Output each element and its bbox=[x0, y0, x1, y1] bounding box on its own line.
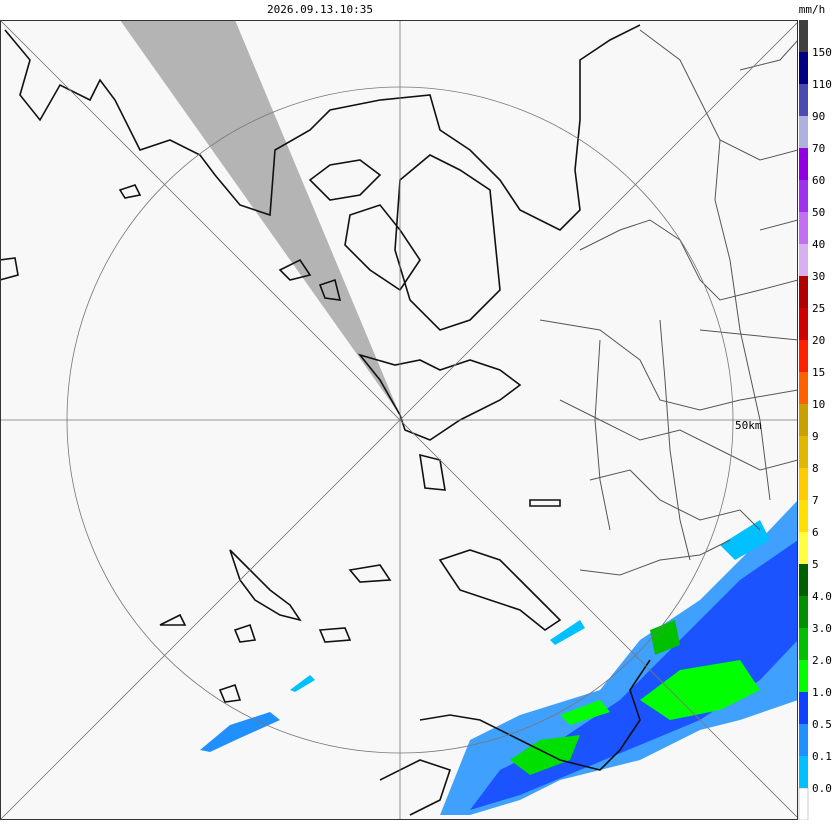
legend-swatch bbox=[799, 596, 808, 628]
precipitation bbox=[200, 501, 797, 815]
legend-swatch bbox=[799, 308, 808, 340]
legend-label: 30 bbox=[812, 270, 825, 283]
legend-label: 70 bbox=[812, 142, 825, 155]
legend-label: 1.0 bbox=[812, 686, 832, 699]
legend-label: 4.0 bbox=[812, 590, 832, 603]
unit-label: mm/h bbox=[799, 3, 826, 16]
legend-swatch bbox=[799, 724, 808, 756]
legend-swatch bbox=[798, 787, 809, 821]
legend-swatch bbox=[799, 628, 808, 660]
legend-label: 2.0 bbox=[812, 654, 832, 667]
color-legend: 150 110 90 70 60 50 40 30 25 20 15 10 9 8 7 6 5 4.0 3.0 2.0… bbox=[798, 20, 832, 821]
legend-label: 0.1 bbox=[812, 750, 832, 763]
legend-label: 8 bbox=[812, 462, 819, 475]
legend-swatch bbox=[799, 180, 808, 212]
map: 50km bbox=[0, 20, 798, 820]
legend-label: 15 bbox=[812, 366, 825, 379]
legend-label: 20 bbox=[812, 334, 825, 347]
legend-label: 0.5 bbox=[812, 718, 832, 731]
legend-swatch bbox=[799, 564, 808, 596]
range-guides bbox=[1, 21, 797, 819]
legend-label: 150 bbox=[812, 46, 832, 59]
legend-swatch bbox=[799, 468, 808, 500]
legend-swatch bbox=[799, 436, 808, 468]
legend-label: 6 bbox=[812, 526, 819, 539]
admin-borders bbox=[539, 29, 797, 576]
legend-label: 40 bbox=[812, 238, 825, 251]
legend-swatch bbox=[799, 532, 808, 564]
legend-swatch bbox=[799, 148, 808, 180]
legend-swatch bbox=[799, 116, 808, 148]
legend-label: 5 bbox=[812, 558, 819, 571]
range-label: 50km bbox=[735, 419, 762, 432]
legend-swatch bbox=[799, 244, 808, 276]
legend-swatch bbox=[799, 20, 808, 52]
legend-swatch bbox=[799, 84, 808, 116]
legend-label: 7 bbox=[812, 494, 819, 507]
blocked-sector bbox=[120, 21, 400, 415]
legend-swatch bbox=[799, 500, 808, 532]
legend-swatch bbox=[799, 756, 808, 788]
legend-label: 50 bbox=[812, 206, 825, 219]
coastline bbox=[1, 24, 651, 816]
legend-label: 0.0 bbox=[812, 782, 832, 795]
legend-swatch bbox=[799, 372, 808, 404]
legend-label: 3.0 bbox=[812, 622, 832, 635]
legend-label: 110 bbox=[812, 78, 832, 91]
legend-label: 25 bbox=[812, 302, 825, 315]
legend-label: 9 bbox=[812, 430, 819, 443]
legend-swatch bbox=[799, 340, 808, 372]
legend-swatch bbox=[799, 52, 808, 84]
legend-label: 90 bbox=[812, 110, 825, 123]
legend-swatch bbox=[799, 660, 808, 692]
legend-swatch bbox=[799, 692, 808, 724]
timestamp: 2026.09.13.10:35 bbox=[267, 3, 373, 16]
legend-swatch bbox=[799, 276, 808, 308]
legend-label: 60 bbox=[812, 174, 825, 187]
legend-swatch bbox=[799, 212, 808, 244]
legend-label: 10 bbox=[812, 398, 825, 411]
legend-swatch bbox=[799, 404, 808, 436]
